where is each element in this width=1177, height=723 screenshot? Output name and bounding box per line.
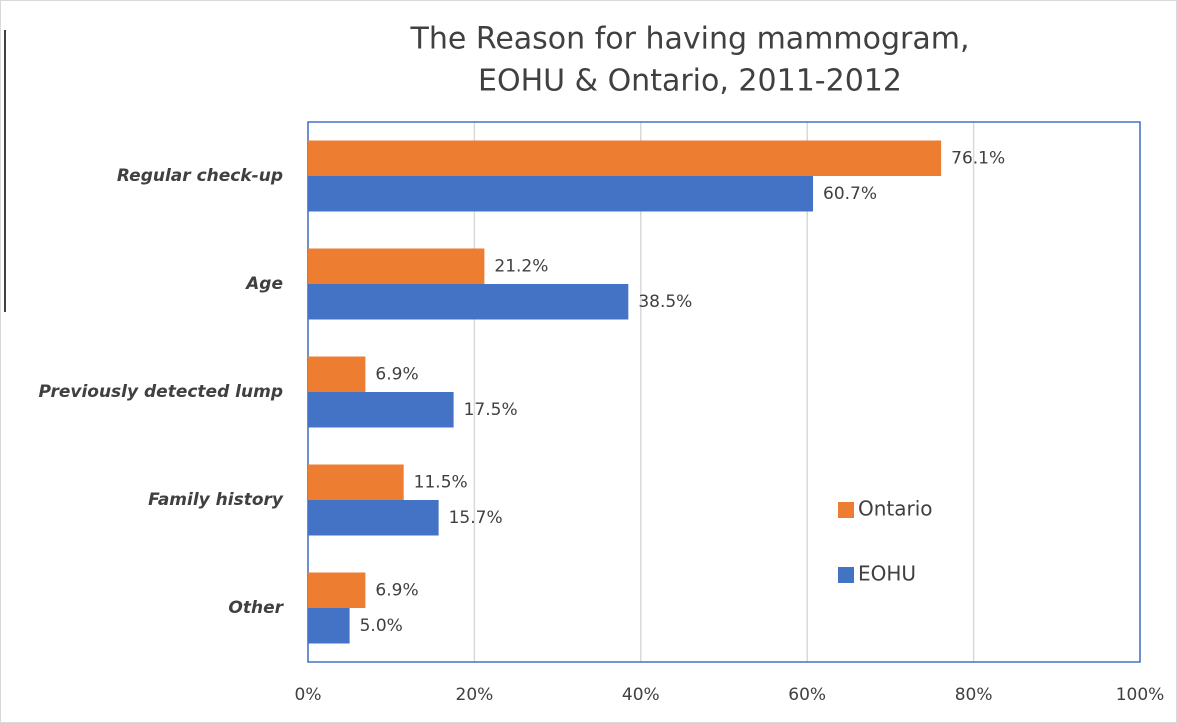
- bar: [308, 176, 814, 212]
- data-label: 60.7%: [823, 184, 877, 204]
- bar: [308, 140, 942, 176]
- y-tick-label: Other: [228, 598, 284, 618]
- legend-swatch: [838, 502, 854, 518]
- y-tick-label: Previously detected lump: [39, 382, 283, 402]
- bar: [308, 608, 350, 644]
- bar: [308, 248, 485, 284]
- chart-title: The Reason for having mammogram,: [410, 22, 970, 57]
- chart-title: EOHU & Ontario, 2011-2012: [478, 64, 902, 99]
- data-label: 5.0%: [360, 616, 403, 636]
- data-label: 11.5%: [414, 472, 468, 492]
- legend-label: EOHU: [858, 562, 916, 586]
- data-label: 15.7%: [449, 508, 503, 528]
- bar: [308, 500, 439, 536]
- bar: [308, 356, 366, 392]
- x-tick-label: 100%: [1116, 685, 1165, 705]
- data-label: 6.9%: [375, 580, 418, 600]
- x-tick-label: 0%: [295, 685, 322, 705]
- data-label: 17.5%: [464, 400, 518, 420]
- bar: [308, 572, 366, 608]
- y-tick-label: Age: [244, 274, 283, 294]
- x-tick-label: 20%: [456, 685, 494, 705]
- data-label: 21.2%: [494, 256, 548, 276]
- data-label: 6.9%: [375, 364, 418, 384]
- legend-label: Ontario: [858, 497, 933, 521]
- legend-swatch: [838, 567, 854, 583]
- bar: [308, 464, 404, 500]
- x-tick-label: 60%: [788, 685, 826, 705]
- data-label: 38.5%: [638, 292, 692, 312]
- bar: [308, 392, 454, 428]
- y-tick-label: Family history: [148, 490, 284, 510]
- data-label: 76.1%: [951, 148, 1005, 168]
- bar: [308, 284, 629, 320]
- x-tick-label: 80%: [955, 685, 993, 705]
- y-tick-label: Regular check-up: [117, 166, 283, 186]
- x-tick-label: 40%: [622, 685, 660, 705]
